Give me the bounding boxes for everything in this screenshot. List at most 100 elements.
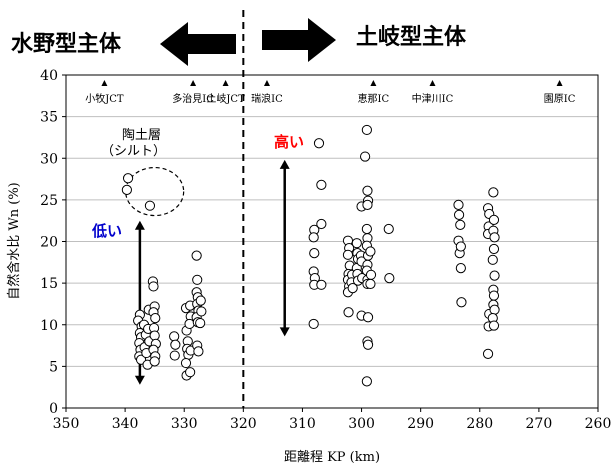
data-point (455, 263, 466, 274)
y-tick-label: 40 (40, 68, 58, 84)
data-point (456, 297, 467, 308)
data-point (362, 312, 374, 323)
data-point (343, 307, 354, 318)
landmark-label: 中津川IC (412, 92, 454, 105)
data-point (192, 274, 203, 285)
arrow-left-icon (160, 22, 236, 66)
landmark-label: 園原IC (544, 93, 576, 105)
clay-label-1: 陶土層 (122, 127, 161, 143)
data-point (361, 376, 372, 387)
data-point (482, 348, 494, 359)
x-tick-label: 350 (53, 416, 80, 432)
data-point (313, 138, 325, 149)
data-point (191, 250, 202, 261)
low-label: 低い (91, 222, 122, 240)
data-point (384, 273, 395, 284)
data-point (453, 199, 464, 210)
landmark-marker (429, 80, 436, 86)
y-tick-label: 25 (40, 193, 58, 209)
data-point (149, 330, 160, 341)
data-point (488, 320, 500, 331)
high-label: 高い (274, 133, 304, 151)
data-point (195, 295, 206, 306)
y-tick-label: 10 (40, 318, 58, 334)
landmark-label: 瑞浪IC (251, 92, 283, 105)
x-tick-label: 340 (112, 416, 139, 432)
x-tick-label: 270 (526, 416, 553, 432)
range-arrow-head-down (134, 375, 145, 385)
landmark-label: 恵那IC (358, 92, 390, 105)
data-point (122, 173, 134, 184)
data-point (365, 246, 376, 257)
data-point (362, 339, 374, 350)
data-point (170, 339, 181, 350)
data-point (193, 346, 204, 357)
region-label-left: 水野型主体 (11, 32, 122, 57)
y-tick-label: 0 (49, 401, 58, 417)
data-point (488, 187, 499, 198)
y-axis-label: 自然含水比 Wn (%) (6, 182, 22, 300)
data-point (308, 232, 319, 243)
data-point (121, 184, 132, 195)
data-point (361, 223, 372, 235)
arrow-right-icon (262, 18, 336, 62)
data-point (489, 232, 500, 243)
data-point (362, 185, 373, 196)
data-point (150, 312, 161, 324)
region-label-right: 土岐型主体 (356, 25, 467, 50)
data-point (489, 304, 500, 315)
data-point (365, 278, 376, 290)
range-arrow-head-up (134, 220, 145, 230)
data-point (487, 254, 498, 265)
x-tick-label: 300 (348, 416, 375, 432)
x-tick-label: 320 (230, 416, 257, 432)
x-tick-label: 260 (585, 416, 612, 432)
landmark-marker (190, 80, 197, 86)
data-point (362, 199, 373, 210)
data-point (169, 331, 180, 342)
landmark-marker (263, 80, 270, 86)
y-tick-label: 35 (40, 110, 58, 126)
y-tick-label: 15 (40, 276, 58, 292)
clay-circle (125, 166, 185, 217)
landmark-label: 小牧JCT (85, 92, 124, 105)
data-point (316, 218, 327, 230)
landmark-label: 多治見IC (172, 92, 214, 105)
data-point (169, 350, 180, 361)
data-point (383, 223, 394, 235)
data-point (144, 200, 156, 211)
data-point (365, 269, 377, 280)
landmark-marker (222, 80, 229, 86)
data-point (347, 283, 358, 294)
data-point (360, 151, 371, 162)
range-arrow-head-up (279, 159, 290, 169)
data-point (453, 209, 465, 220)
data-point (148, 281, 159, 292)
data-point (185, 367, 196, 378)
axes: 0 5 10 15 20 25 30 35 40 350 340 330 320 310 300 290 280… (40, 68, 611, 432)
x-tick-label: 290 (407, 416, 434, 432)
data-point (342, 249, 354, 260)
landmark-marker (370, 80, 377, 86)
y-tick-label: 20 (40, 235, 58, 251)
x-tick-label: 310 (289, 416, 316, 432)
data-point (488, 290, 500, 301)
x-axis-label: 距離程 KP (km) (284, 450, 380, 465)
data-point (149, 356, 160, 367)
data-point (309, 248, 320, 259)
range-arrow-head-down (279, 327, 290, 337)
y-tick-label: 30 (40, 151, 58, 167)
x-tick-label: 330 (171, 416, 198, 432)
data-point (488, 214, 500, 225)
landmark-label: 土岐JCT (206, 92, 245, 105)
x-tick-label: 280 (466, 416, 493, 432)
data-point (488, 243, 500, 255)
data-point (455, 219, 466, 230)
data-point (316, 279, 327, 290)
data-point (184, 318, 195, 330)
data-point (489, 270, 500, 281)
data-point (195, 317, 206, 329)
clay-label-2: （シルト） (101, 144, 166, 159)
